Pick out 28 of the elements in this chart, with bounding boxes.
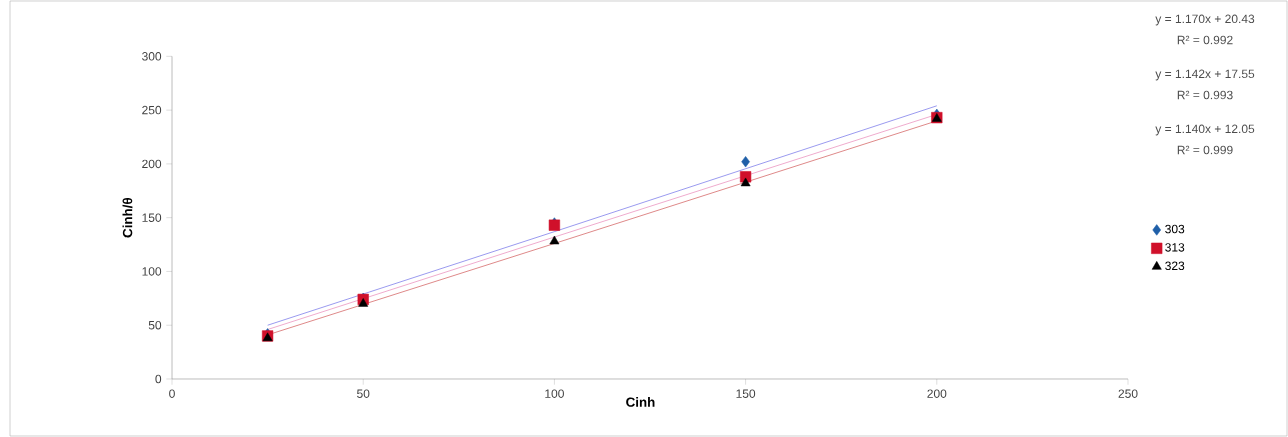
y-tick-label: 0 <box>155 374 162 384</box>
point <box>549 235 560 245</box>
point <box>740 177 751 187</box>
legend-label: 313 <box>1165 243 1185 252</box>
legend-label: 303 <box>1165 224 1185 234</box>
y-tick-label: 100 <box>142 267 162 276</box>
text: R² = 0.992 <box>1177 35 1233 45</box>
legend-label: 323 <box>1165 261 1185 271</box>
y-axis-title: Cinh/θ <box>122 197 133 238</box>
y-tick-label: 200 <box>142 159 162 169</box>
text: R² = 0.993 <box>1177 90 1233 100</box>
x-tick-label: 150 <box>736 389 756 398</box>
x-tick-label: 50 <box>357 389 370 398</box>
x-tick-label: 250 <box>1118 389 1138 398</box>
text: y = 1.170x + 20.43 <box>1155 14 1255 26</box>
x-tick-label: 100 <box>545 389 564 398</box>
point <box>358 298 369 307</box>
text: y = 1.140x + 12.05 <box>1155 124 1255 136</box>
y-tick-label: 250 <box>142 105 162 115</box>
y-tick-label: 300 <box>142 52 162 61</box>
x-axis-title: Cinh <box>626 397 655 407</box>
point <box>741 156 750 168</box>
y-tick-label: 50 <box>148 320 162 330</box>
text: R² = 0.999 <box>1177 145 1233 155</box>
x-tick-label: 0 <box>169 389 175 398</box>
y-tick-label: 150 <box>142 213 162 222</box>
text: y = 1.142x + 17.55 <box>1155 69 1255 81</box>
x-tick-label: 200 <box>927 389 947 398</box>
